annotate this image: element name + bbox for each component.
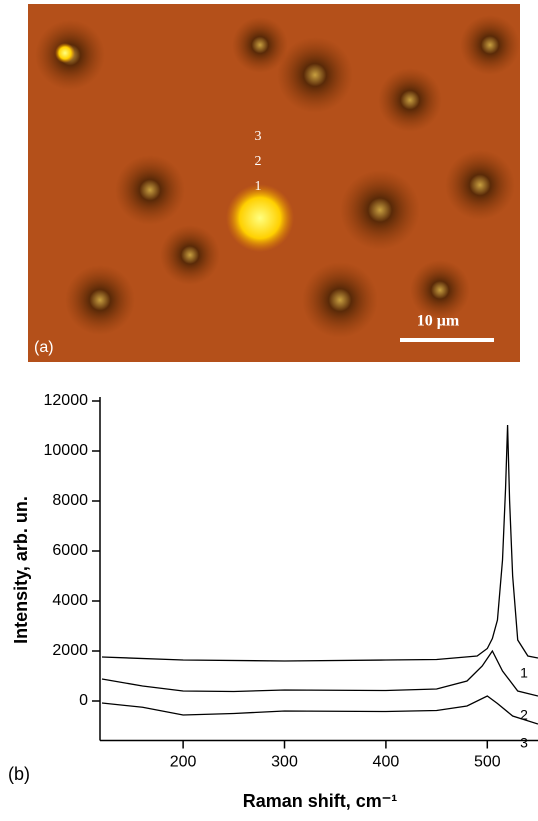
x-tick-label: 400 bbox=[373, 754, 400, 771]
y-tick-label: 12000 bbox=[44, 392, 89, 409]
y-tick-label: 0 bbox=[79, 692, 88, 709]
scale-bar-label: 10 μm bbox=[417, 313, 460, 330]
y-tick-label: 6000 bbox=[52, 542, 88, 559]
x-tick-label: 300 bbox=[271, 754, 298, 771]
y-tick-label: 4000 bbox=[52, 592, 88, 609]
series-label: 1 bbox=[520, 665, 528, 681]
y-tick-label: 8000 bbox=[52, 492, 88, 509]
panel-label: (a) bbox=[34, 339, 54, 356]
y-tick-label: 2000 bbox=[52, 642, 88, 659]
x-tick-label: 200 bbox=[170, 754, 197, 771]
x-tick-label: 500 bbox=[474, 754, 501, 771]
point-label: 3 bbox=[255, 129, 262, 144]
spectrum-line bbox=[101, 424, 538, 662]
scale-bar bbox=[400, 338, 494, 342]
y-tick-label: 10000 bbox=[44, 442, 89, 459]
spectrum-line bbox=[101, 649, 538, 697]
point-label: 1 bbox=[255, 179, 262, 194]
panel-label: (b) bbox=[8, 764, 30, 784]
y-axis-title: Intensity, arb. un. bbox=[11, 496, 31, 644]
point-label: 2 bbox=[255, 154, 262, 169]
series-label: 3 bbox=[520, 735, 528, 751]
micrograph: 3 2 1 10 μm (a) bbox=[28, 4, 520, 362]
x-axis-title: Raman shift, cm⁻¹ bbox=[243, 791, 398, 811]
series-label: 2 bbox=[520, 707, 528, 723]
spectrum-line bbox=[101, 695, 538, 725]
